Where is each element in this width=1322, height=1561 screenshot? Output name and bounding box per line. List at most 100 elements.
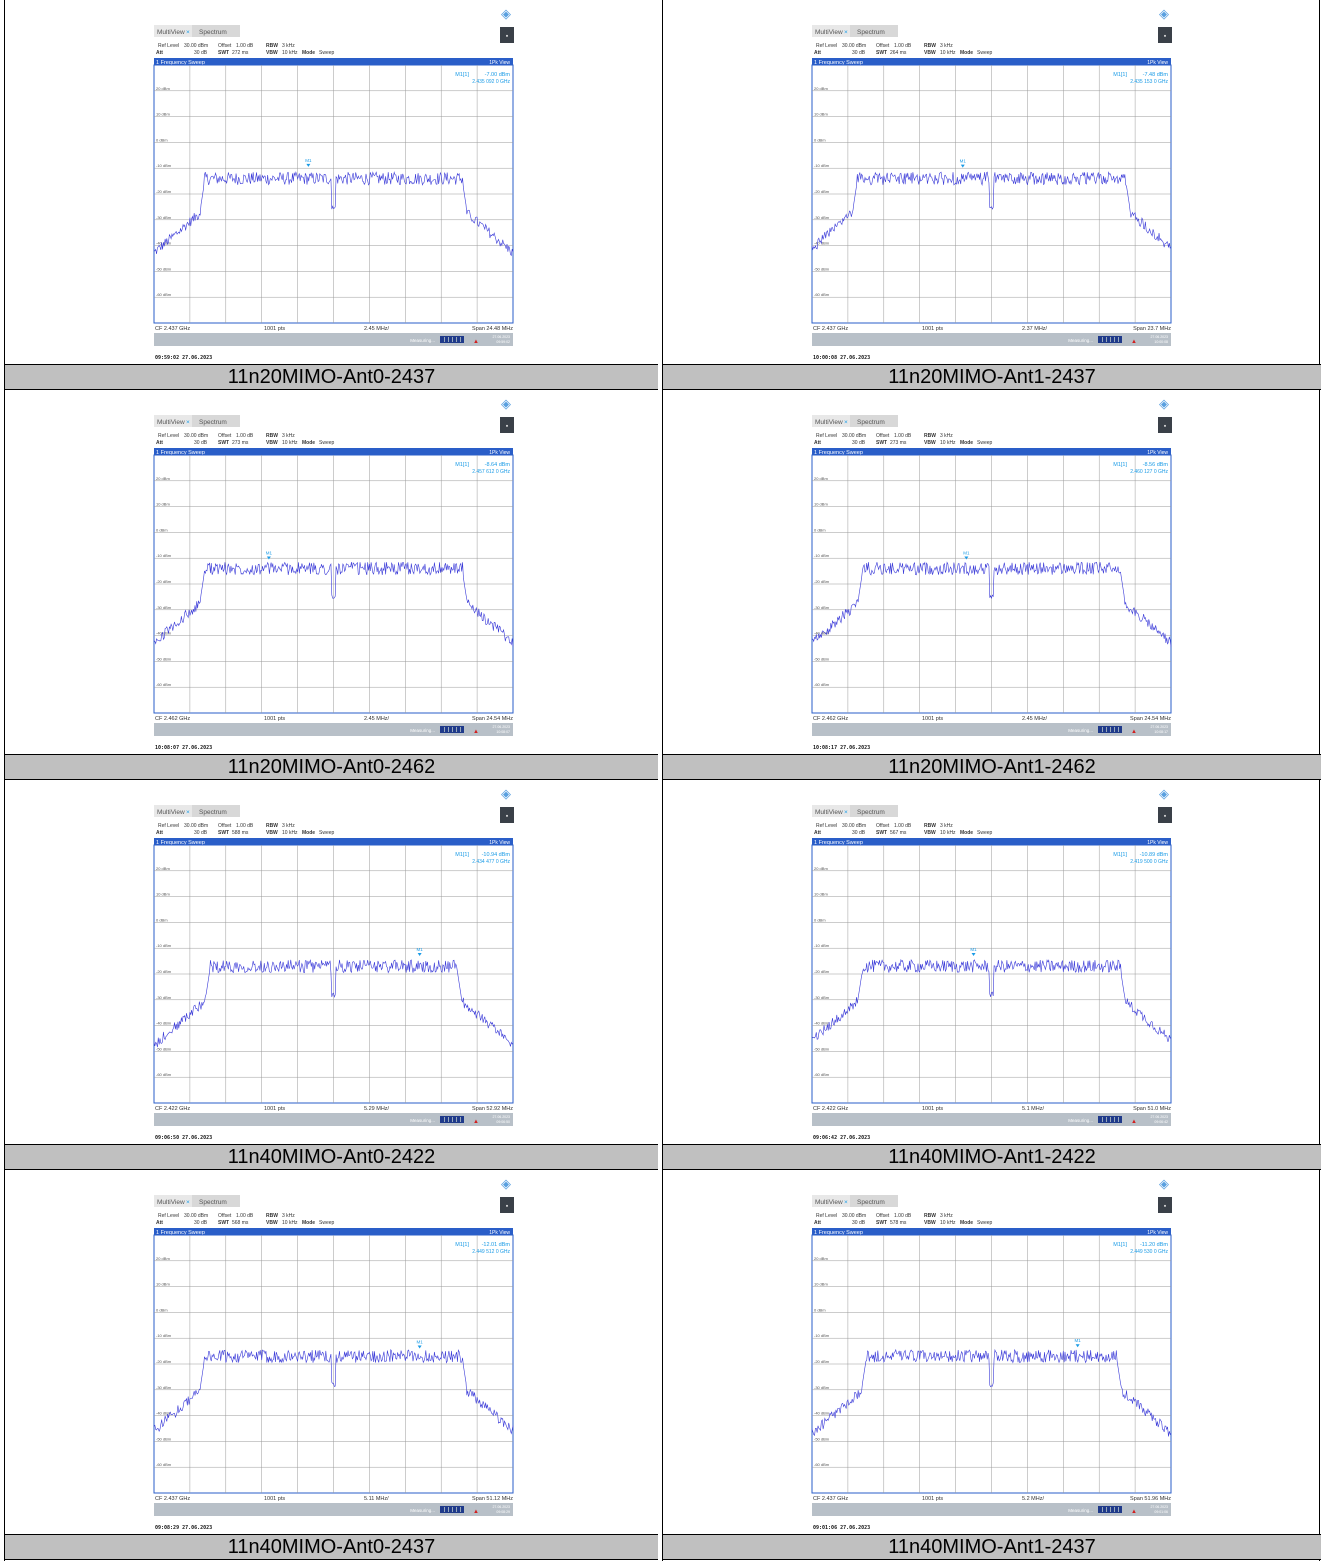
menu-button[interactable]: [500, 27, 514, 43]
tab-close-icon[interactable]: ×: [844, 29, 848, 36]
swt-value: 273 ms: [890, 440, 907, 446]
att-value: 30 dB: [194, 830, 208, 836]
y-tick-label: -30 dBm: [156, 1385, 172, 1390]
y-tick-label: -50 dBm: [156, 266, 172, 271]
trace-mode: 1Pk View: [1147, 60, 1168, 66]
marker-m1[interactable]: M1: [970, 947, 977, 956]
trace-title: 1 Frequency Sweep: [156, 60, 205, 66]
y-tick-label: 0 dBm: [156, 917, 168, 922]
analyzer-screenshot: ◈ MultiView × Spectrum ▪ Ref Level 30.00…: [810, 1174, 1173, 1531]
panel-caption: 11n40MIMO-Ant1-2437: [663, 1534, 1321, 1560]
y-tick-label: -50 dBm: [814, 266, 830, 271]
y-axis-labels: 20 dBm 10 dBm 0 dBm -10 dBm -20 dBm -30 dBm -4…: [814, 866, 830, 1077]
capture-timestamp: 10:00:08 27.06.2023: [813, 355, 870, 361]
warning-icon: ▲: [1131, 729, 1137, 735]
trace-header: [812, 58, 1171, 65]
vbw-label: VBW: [266, 830, 278, 836]
rbw-value: 3 kHz: [282, 43, 295, 49]
tab-multiview[interactable]: MultiView: [157, 419, 185, 426]
sweep-points: 1001 pts: [264, 326, 285, 332]
tab-close-icon[interactable]: ×: [186, 809, 190, 816]
panel-11n40MIMO-Ant1-2422: ◈ MultiView × Spectrum ▪ Ref Level 30.00…: [663, 780, 1321, 1170]
status-bar: [154, 723, 513, 736]
y-tick-label: 0 dBm: [814, 527, 826, 532]
y-tick-label: 20 dBm: [814, 86, 828, 91]
menu-button[interactable]: [1158, 807, 1172, 823]
tab-close-icon[interactable]: ×: [186, 419, 190, 426]
marker-tag: M1: [417, 1340, 424, 1345]
tab-close-icon[interactable]: ×: [844, 419, 848, 426]
tab-close-icon[interactable]: ×: [844, 809, 848, 816]
ref-level-label: Ref Level: [816, 1213, 837, 1219]
tab-spectrum[interactable]: Spectrum: [857, 809, 885, 816]
marker-level: -7.48 dBm: [1143, 72, 1169, 78]
ref-level-label: Ref Level: [158, 1213, 179, 1219]
mode-value: Sweep: [319, 1220, 335, 1226]
tab-spectrum[interactable]: Spectrum: [857, 29, 885, 36]
warning-icon: ▲: [473, 729, 479, 735]
panel-caption: 11n40MIMO-Ant0-2422: [5, 1144, 658, 1170]
tab-multiview[interactable]: MultiView: [815, 419, 843, 426]
marker-m1[interactable]: M1: [417, 947, 424, 956]
tab-multiview[interactable]: MultiView: [815, 29, 843, 36]
y-tick-label: -10 dBm: [156, 553, 172, 558]
tab-spectrum[interactable]: Spectrum: [199, 419, 227, 426]
tab-multiview[interactable]: MultiView: [157, 1199, 185, 1206]
tab-multiview[interactable]: MultiView: [157, 809, 185, 816]
warning-icon: ▲: [473, 1509, 479, 1515]
tab-spectrum[interactable]: Spectrum: [857, 1199, 885, 1206]
progress-indicator: [1098, 1506, 1122, 1513]
tab-spectrum[interactable]: Spectrum: [199, 29, 227, 36]
marker-m1[interactable]: M1: [960, 159, 967, 168]
ref-level-value: 30.00 dBm: [842, 43, 866, 49]
ref-level-value: 30.00 dBm: [184, 43, 208, 49]
tab-close-icon[interactable]: ×: [844, 1199, 848, 1206]
marker-m1[interactable]: M1: [963, 550, 970, 560]
marker-m1[interactable]: M1: [305, 158, 312, 167]
marker-frequency: 2.435 153 0 GHz: [1130, 79, 1168, 85]
tab-spectrum[interactable]: Spectrum: [199, 809, 227, 816]
marker-m1[interactable]: M1: [417, 1340, 424, 1349]
tab-close-icon[interactable]: ×: [186, 1199, 190, 1206]
swt-label: SWT: [876, 1220, 887, 1226]
tab-multiview[interactable]: MultiView: [815, 809, 843, 816]
menu-button[interactable]: [500, 1197, 514, 1213]
trace-mode: 1Pk View: [1147, 450, 1168, 456]
marker-m1[interactable]: M1: [266, 550, 273, 560]
menu-button[interactable]: [500, 807, 514, 823]
rbw-label: RBW: [924, 43, 936, 49]
y-tick-label: -10 dBm: [814, 553, 830, 558]
logo-icon: ◈: [501, 396, 511, 411]
swt-value: 588 ms: [232, 830, 249, 836]
y-tick-label: 10 dBm: [156, 1282, 170, 1287]
status-text: Measuring...: [1068, 1118, 1093, 1123]
swt-value: 272 ms: [232, 50, 249, 56]
ref-level-value: 30.00 dBm: [184, 433, 208, 439]
tab-close-icon[interactable]: ×: [186, 29, 190, 36]
status-date: 27.06.2023: [492, 1505, 510, 1509]
marker-tag: M1: [970, 947, 977, 952]
y-tick-label: -10 dBm: [814, 1333, 830, 1338]
vbw-value: 10 kHz: [282, 440, 298, 446]
y-tick-label: -40 dBm: [814, 1021, 830, 1026]
spectrum-trace: [811, 561, 1172, 647]
menu-button[interactable]: [500, 417, 514, 433]
tab-spectrum[interactable]: Spectrum: [199, 1199, 227, 1206]
att-value: 30 dB: [194, 440, 208, 446]
tab-spectrum[interactable]: Spectrum: [857, 419, 885, 426]
mode-value: Sweep: [319, 830, 335, 836]
center-frequency: CF 2.437 GHz: [813, 326, 848, 332]
tab-multiview[interactable]: MultiView: [157, 29, 185, 36]
y-tick-label: 20 dBm: [156, 476, 170, 481]
status-time: 09:06:50: [496, 1120, 510, 1124]
menu-button[interactable]: [1158, 27, 1172, 43]
swt-label: SWT: [876, 830, 887, 836]
marker-frequency: 2.457 612 0 GHz: [472, 469, 510, 475]
marker-m1[interactable]: M1: [1075, 1338, 1082, 1348]
analyzer-screenshot: ◈ MultiView × Spectrum ▪ Ref Level 30.00…: [152, 4, 515, 361]
menu-button[interactable]: [1158, 1197, 1172, 1213]
plot-grid: [812, 1235, 1171, 1493]
menu-button[interactable]: [1158, 417, 1172, 433]
span: Span 23.7 MHz: [1133, 326, 1171, 332]
tab-multiview[interactable]: MultiView: [815, 1199, 843, 1206]
